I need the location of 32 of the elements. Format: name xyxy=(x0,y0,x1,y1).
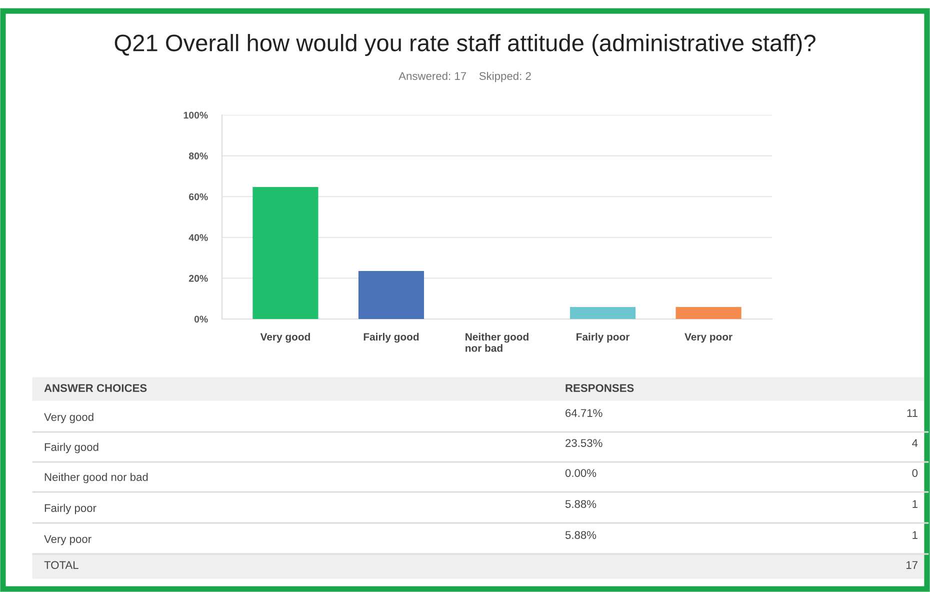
y-tick-label: 60% xyxy=(189,193,208,200)
y-tick-label: 80% xyxy=(188,152,208,160)
category-label: Very good xyxy=(44,412,94,424)
text: 0.00% xyxy=(565,469,596,477)
x-tick-label: Neither good nor bad xyxy=(466,332,528,352)
text: 1 xyxy=(912,500,918,508)
chart-subtitle: Answered: 17 Skipped: 2 xyxy=(398,72,531,82)
category-label: Neither good nor bad xyxy=(44,472,148,484)
y-tick-label: 100% xyxy=(184,112,208,119)
category-label: Very poor xyxy=(44,535,92,546)
x-tick-label: Fairly good xyxy=(364,332,419,343)
y-tick-label: 40% xyxy=(188,234,208,242)
text: 0 xyxy=(912,469,918,477)
text: 23.53% xyxy=(566,439,602,447)
category-label: Fairly poor xyxy=(44,504,96,514)
text: 11 xyxy=(907,409,918,417)
text: 17 xyxy=(906,561,918,569)
text: 64.71% xyxy=(566,409,602,417)
text: TOTAL xyxy=(44,561,78,569)
text: 5.88% xyxy=(565,500,596,508)
x-tick-label: Very good xyxy=(260,332,310,343)
text: 1 xyxy=(912,531,918,539)
x-tick-label: Fairly poor xyxy=(576,332,630,343)
text: ANSWER CHOICES xyxy=(44,384,147,392)
y-tick-label: 0% xyxy=(194,316,208,323)
y-tick-label: 20% xyxy=(188,274,208,282)
text: 4 xyxy=(912,439,918,447)
text: 5.88% xyxy=(565,531,596,539)
x-tick-label: Very poor xyxy=(684,333,732,343)
chart-title: Q21 Overall how would you rate staff attitude (administrative staff)? xyxy=(114,34,816,56)
text: RESPONSES xyxy=(566,384,634,392)
category-label: Fairly good xyxy=(44,442,98,454)
